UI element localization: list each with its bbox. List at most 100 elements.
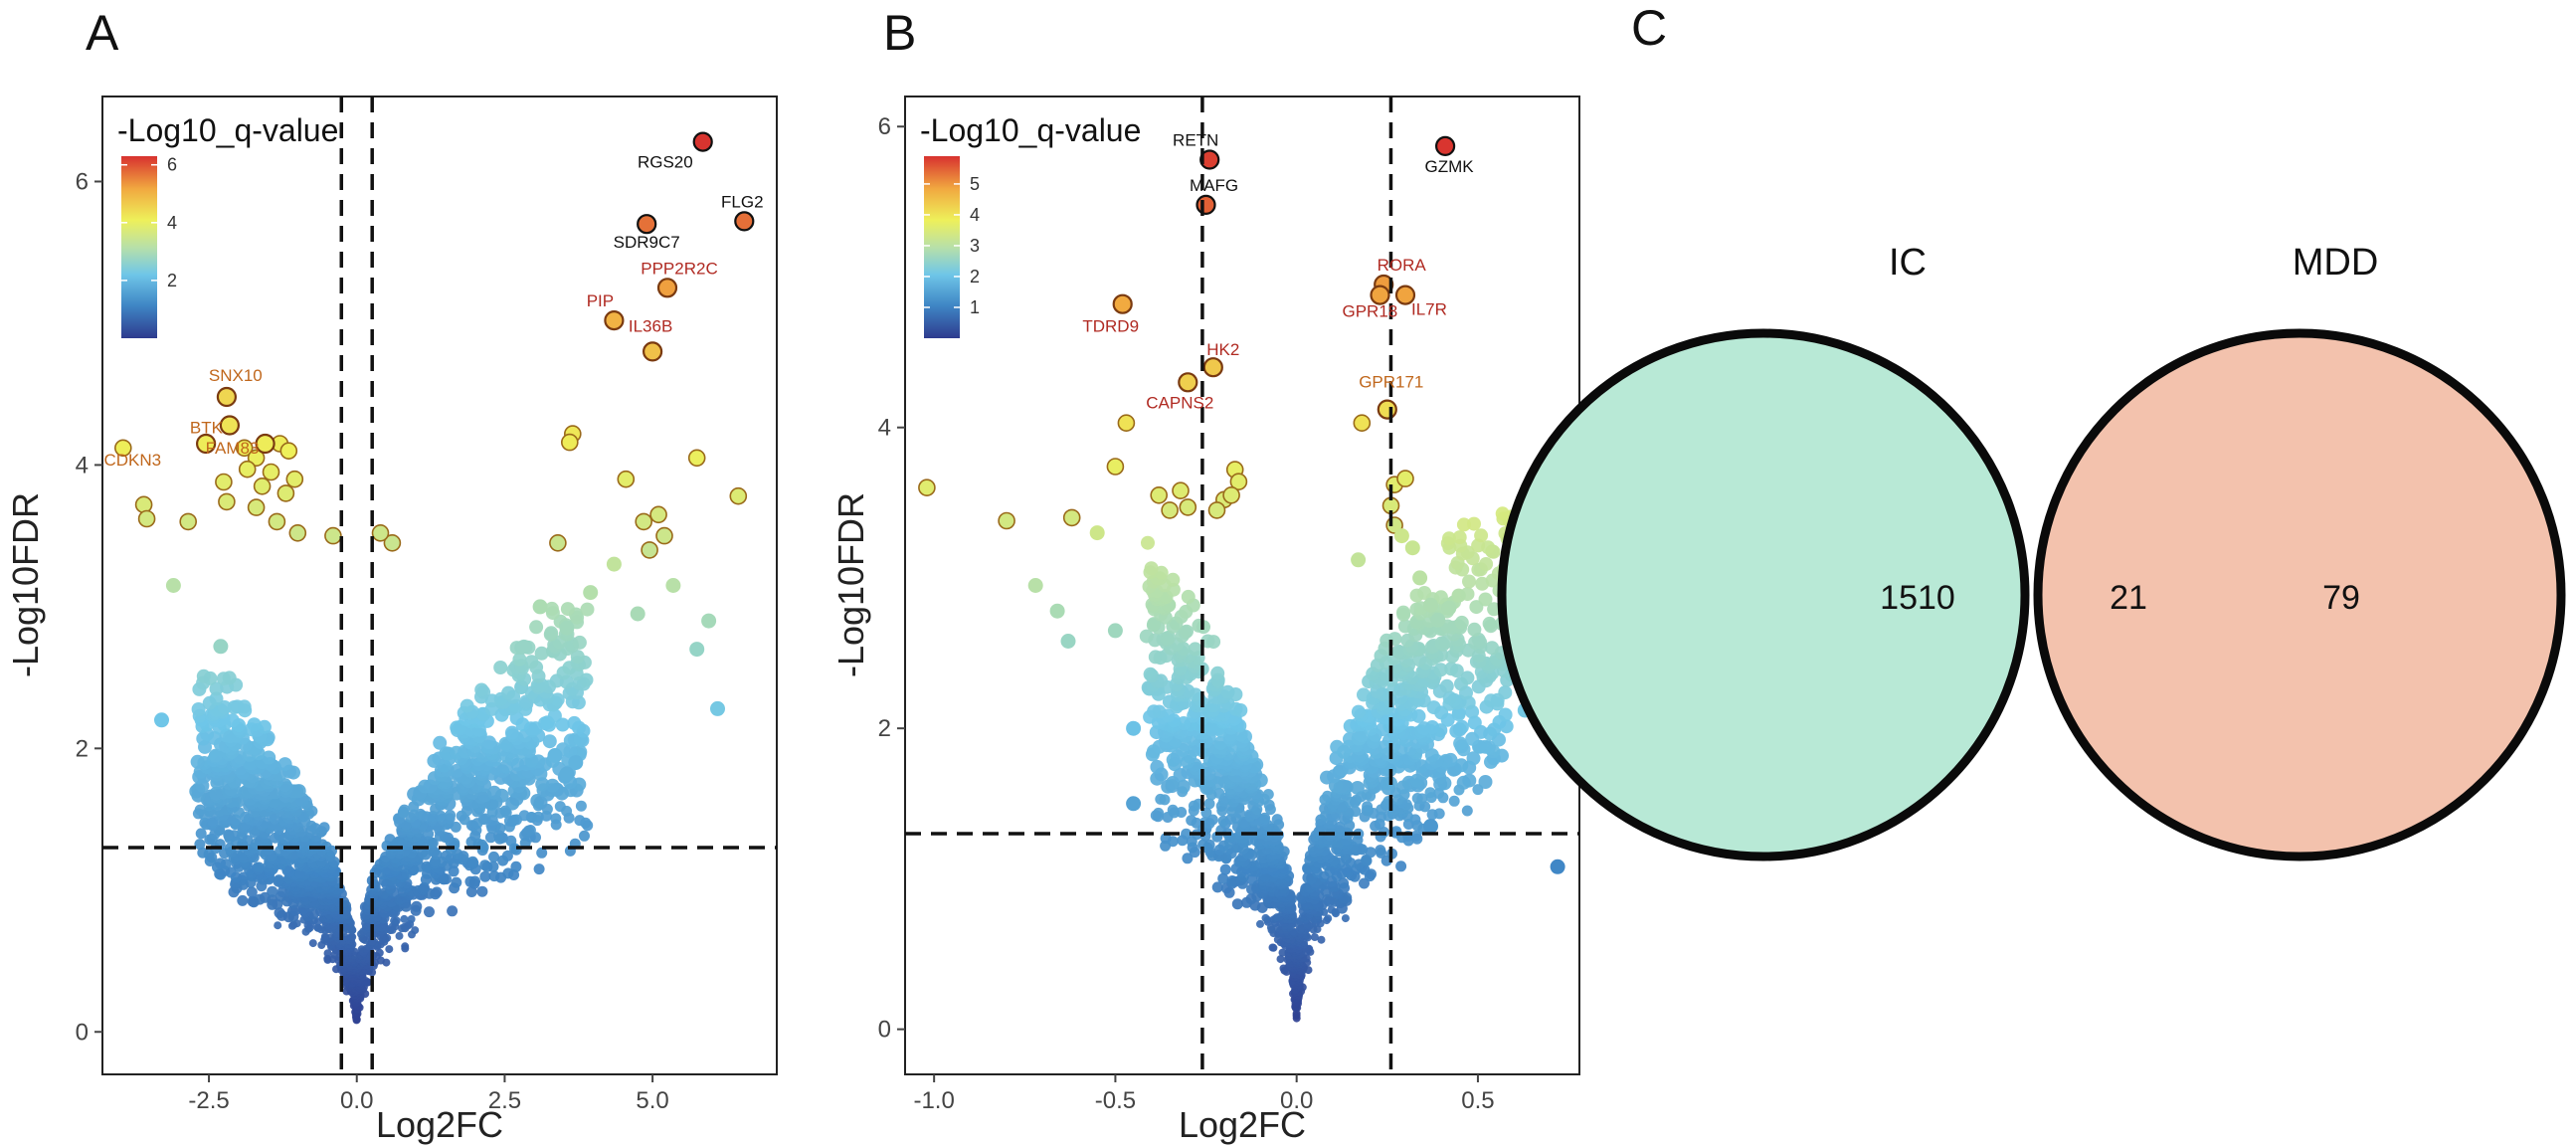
data-point bbox=[1141, 535, 1155, 550]
data-point bbox=[1107, 623, 1123, 639]
data-point bbox=[1327, 905, 1336, 914]
data-point bbox=[392, 916, 401, 925]
data-point bbox=[501, 850, 513, 861]
data-point bbox=[1206, 814, 1218, 826]
y-tick-label: 0 bbox=[76, 1019, 89, 1046]
guides-b bbox=[905, 96, 1579, 1074]
y-tick-label: 2 bbox=[878, 715, 891, 742]
data-point bbox=[1485, 641, 1500, 656]
data-point bbox=[137, 509, 156, 528]
legend-tick-label: 4 bbox=[970, 205, 980, 225]
data-point bbox=[209, 691, 224, 706]
data-point bbox=[1487, 602, 1502, 617]
data-point bbox=[439, 746, 454, 761]
data-point bbox=[1273, 935, 1282, 944]
data-point bbox=[1365, 847, 1377, 859]
venn-outline-ic bbox=[1497, 328, 2030, 861]
data-point bbox=[510, 860, 522, 872]
data-point bbox=[1441, 600, 1457, 616]
data-point bbox=[559, 766, 575, 782]
data-point bbox=[1412, 570, 1428, 586]
data-point bbox=[267, 885, 278, 897]
data-point bbox=[1147, 704, 1162, 719]
data-point bbox=[273, 874, 284, 886]
data-point bbox=[371, 523, 390, 542]
data-point bbox=[114, 439, 132, 458]
data-point bbox=[195, 828, 207, 840]
data-point bbox=[1197, 839, 1209, 851]
highlight-point-rgs20 bbox=[692, 131, 713, 152]
data-point bbox=[544, 626, 559, 641]
y-tick-label: 0 bbox=[878, 1017, 891, 1044]
highlight-point-pip bbox=[604, 310, 625, 331]
data-point bbox=[411, 926, 420, 935]
data-point bbox=[550, 813, 562, 825]
data-point bbox=[535, 777, 550, 792]
legend-tick-label: 1 bbox=[970, 297, 980, 317]
data-point bbox=[1322, 893, 1334, 905]
data-point bbox=[194, 804, 206, 816]
data-point bbox=[542, 734, 557, 749]
y-tick-label: 4 bbox=[76, 452, 89, 478]
data-point bbox=[196, 669, 211, 683]
data-point bbox=[1417, 586, 1432, 600]
data-point bbox=[1181, 589, 1196, 604]
panel-a: A -2.5 0.0 2.5 5.0 0 2 4 6 RGS20 FLG2 SDR9C7 PPP2… bbox=[5, 5, 778, 1145]
data-point bbox=[536, 847, 548, 859]
legend-tick-label: 2 bbox=[970, 267, 980, 287]
panel-letter-c: C bbox=[1631, 0, 1667, 56]
plot-border-a bbox=[101, 96, 778, 1075]
data-point bbox=[197, 847, 209, 859]
data-point bbox=[1460, 670, 1475, 685]
data-point bbox=[1433, 808, 1445, 820]
legend-tick-label: 2 bbox=[167, 271, 177, 290]
data-point bbox=[324, 526, 342, 545]
data-point bbox=[729, 486, 748, 505]
data-point bbox=[1310, 933, 1319, 941]
data-point bbox=[549, 533, 567, 552]
highlight-point-btk bbox=[219, 415, 240, 436]
panel-letter-a: A bbox=[86, 5, 119, 61]
data-point bbox=[154, 712, 169, 728]
data-point bbox=[277, 757, 292, 772]
data-point bbox=[574, 815, 586, 827]
data-point bbox=[524, 655, 539, 669]
highlight-point-capns2 bbox=[1178, 372, 1198, 393]
data-point bbox=[407, 915, 416, 923]
data-point bbox=[1467, 622, 1482, 637]
data-point bbox=[1452, 530, 1467, 545]
data-point bbox=[213, 639, 229, 655]
data-point bbox=[583, 585, 599, 601]
data-point bbox=[635, 512, 653, 531]
data-point bbox=[689, 642, 705, 658]
data-point bbox=[532, 811, 544, 823]
data-point bbox=[1330, 739, 1345, 754]
gene-label-cdkn3: CDKN3 bbox=[103, 451, 161, 470]
highlight-point-flg2 bbox=[734, 211, 755, 232]
data-point bbox=[1425, 720, 1440, 734]
data-point bbox=[285, 470, 304, 488]
data-point bbox=[1433, 663, 1448, 677]
data-point bbox=[1351, 552, 1367, 568]
data-point bbox=[502, 867, 514, 879]
data-point bbox=[318, 822, 330, 834]
data-point bbox=[1229, 473, 1248, 491]
data-point bbox=[1423, 819, 1438, 834]
x-axis-title-b: Log2FC bbox=[1179, 1104, 1306, 1145]
data-point bbox=[246, 886, 258, 898]
data-point bbox=[375, 948, 384, 957]
data-point bbox=[1453, 736, 1468, 751]
highlight-point-il7r bbox=[1394, 285, 1416, 305]
venn-outline-mdd bbox=[2033, 328, 2566, 861]
data-point bbox=[191, 702, 206, 716]
data-point bbox=[433, 735, 448, 750]
data-point bbox=[308, 939, 317, 948]
gene-label-gpr171: GPR171 bbox=[1359, 373, 1423, 392]
data-point bbox=[547, 708, 562, 723]
venn-circle-mdd bbox=[2038, 333, 2561, 857]
data-point bbox=[1474, 528, 1489, 543]
data-point bbox=[501, 685, 516, 700]
data-point bbox=[505, 835, 517, 847]
data-point bbox=[1359, 877, 1370, 889]
